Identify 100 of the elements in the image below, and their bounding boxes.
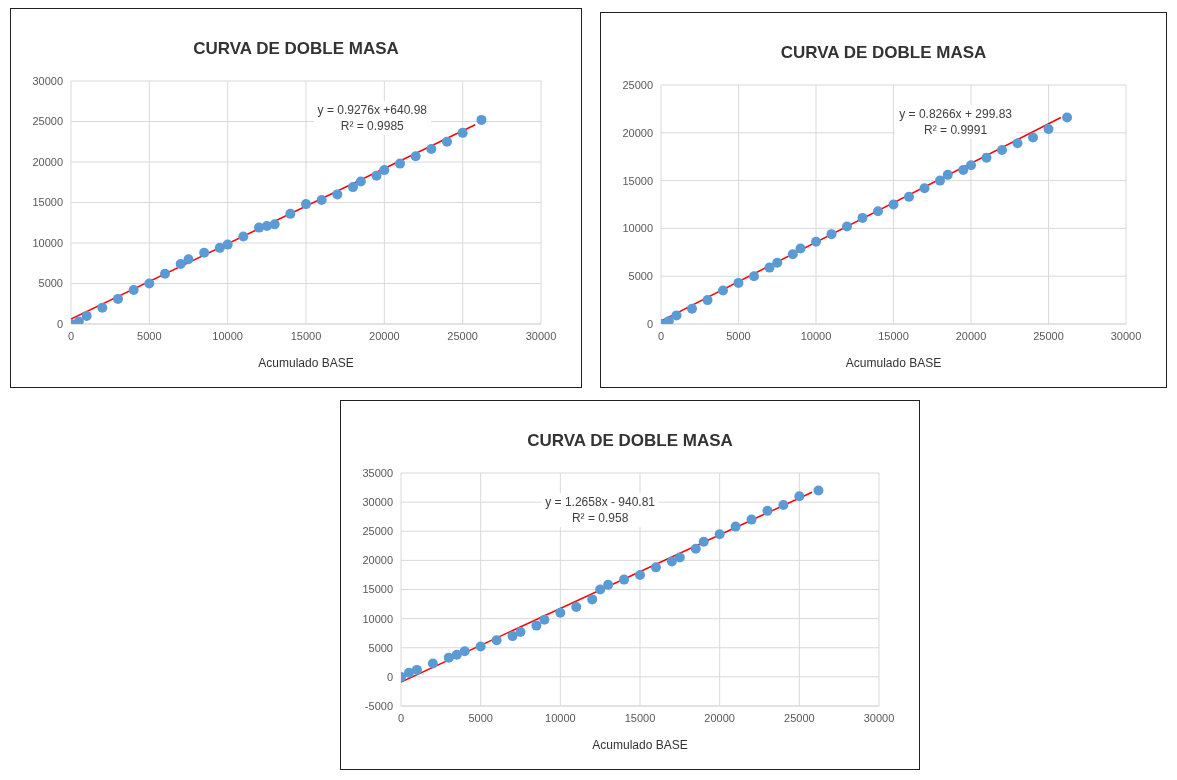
y-tick-label: 0 (386, 670, 393, 683)
point (690, 543, 701, 554)
y-tick-label: 15000 (622, 174, 653, 187)
point (619, 574, 630, 585)
chart-title: CURVA DE DOBLE MASA (779, 43, 988, 63)
point (555, 607, 566, 618)
y-tick-label: 20000 (362, 554, 393, 567)
y-tick-label: 15000 (32, 196, 63, 209)
chart-title: CURVA DE DOBLE MASA (192, 39, 400, 59)
annotation: y = 1.2658x - 940.81 (545, 494, 655, 510)
y-tick-label: 10000 (32, 236, 63, 249)
point (671, 310, 682, 321)
point (571, 601, 582, 612)
point (772, 257, 783, 268)
point (531, 620, 542, 631)
point (687, 303, 697, 314)
point (826, 229, 837, 240)
point (442, 136, 452, 147)
x-axis-title: Acumulado BASE (258, 356, 354, 370)
point (787, 249, 798, 260)
point (603, 579, 614, 590)
y-tick-label: 5000 (368, 641, 393, 654)
point (650, 562, 661, 573)
x-tick-label: 25000 (784, 711, 815, 724)
x-tick-label: 30000 (525, 329, 557, 342)
point (160, 268, 170, 279)
point (475, 641, 486, 652)
point (254, 222, 264, 233)
point (958, 165, 969, 176)
point (1028, 132, 1038, 143)
x-tick-label: 15000 (878, 329, 909, 342)
point (997, 145, 1007, 156)
point (698, 536, 709, 547)
x-tick-label: 20000 (955, 329, 987, 342)
point (778, 500, 789, 511)
point (935, 175, 945, 186)
point (733, 277, 744, 288)
y-tick-label: 25000 (362, 525, 393, 538)
point (762, 505, 773, 516)
point (813, 485, 824, 496)
point (199, 247, 210, 258)
point (348, 182, 358, 193)
y-tick-label: 5000 (38, 277, 63, 290)
point (981, 152, 992, 163)
point (794, 491, 805, 502)
y-tick-label: 25000 (622, 78, 653, 91)
point (595, 584, 606, 595)
point (795, 243, 806, 254)
point (674, 552, 685, 563)
point (966, 160, 976, 171)
point (379, 165, 390, 176)
point (183, 254, 194, 265)
annotation: R² = 0.958 (570, 510, 630, 526)
point (942, 169, 953, 180)
point (666, 556, 677, 567)
point (459, 646, 470, 657)
x-axis-title: Acumulado BASE (592, 738, 688, 752)
y-tick-label: 15000 (362, 583, 393, 596)
point (811, 236, 821, 247)
x-tick-label: 25000 (1033, 329, 1064, 342)
y-tick-label: 5000 (628, 270, 653, 283)
point (451, 649, 462, 660)
point (507, 631, 518, 642)
point (97, 302, 108, 313)
point (355, 176, 366, 187)
x-tick-label: 5000 (137, 329, 162, 342)
point (1043, 123, 1054, 134)
point (702, 295, 713, 306)
point (730, 521, 741, 532)
y-tick-label: 25000 (32, 115, 63, 128)
x-axis-title: Acumulado BASE (845, 356, 942, 370)
x-tick-label: 30000 (1110, 329, 1142, 342)
x-tick-label: 10000 (212, 329, 243, 342)
point (81, 310, 92, 321)
point (332, 189, 343, 200)
y-tick-label: 0 (56, 317, 63, 330)
x-tick-label: 0 (397, 711, 405, 724)
point (873, 206, 883, 217)
point (749, 271, 759, 282)
point (144, 278, 155, 289)
point (222, 239, 233, 250)
point (842, 221, 852, 232)
point (539, 614, 550, 625)
annotation: R² = 0.9985 (339, 118, 405, 134)
point (714, 529, 725, 540)
point (491, 635, 502, 646)
point (443, 652, 454, 663)
x-tick-label: 5000 (468, 711, 493, 724)
point (919, 183, 930, 194)
x-tick-label: 15000 (290, 329, 322, 342)
point (238, 231, 249, 242)
point (1062, 112, 1073, 123)
point (403, 667, 414, 678)
point (371, 170, 382, 181)
y-tick-label: 10000 (622, 222, 653, 235)
x-tick-label: 25000 (447, 329, 478, 342)
x-tick-label: 0 (67, 329, 75, 342)
point (73, 316, 84, 324)
point (1012, 138, 1023, 149)
point (269, 219, 280, 230)
